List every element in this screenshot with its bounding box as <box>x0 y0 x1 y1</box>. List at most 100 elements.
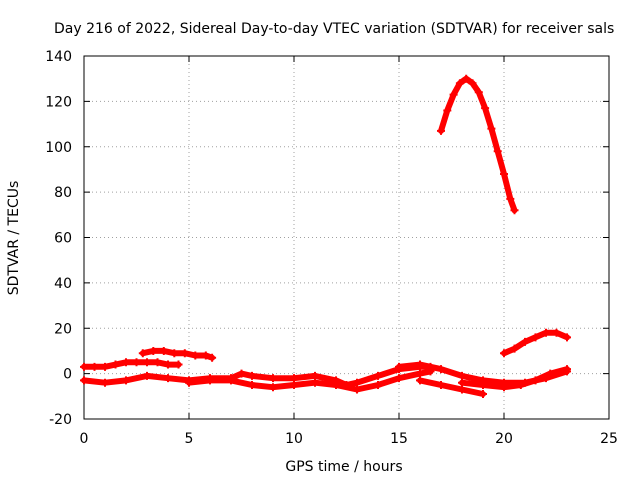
data-point <box>374 380 382 389</box>
y-tick-label: -20 <box>49 412 72 428</box>
data-point <box>143 371 151 380</box>
x-axis-label: GPS time / hours <box>285 459 402 475</box>
series-arc-early-high <box>138 346 217 362</box>
data-point <box>185 378 193 387</box>
data-point <box>143 358 151 367</box>
data-point <box>111 360 120 369</box>
series-line <box>417 377 486 397</box>
data-point <box>208 353 217 362</box>
data-point <box>493 147 502 156</box>
data-point <box>437 380 445 389</box>
series-arc-early-low <box>80 358 183 371</box>
x-tick-label: 0 <box>80 431 89 447</box>
data-point <box>132 358 141 367</box>
y-tick-label: 100 <box>45 140 72 156</box>
y-tick-label: 80 <box>54 185 72 201</box>
data-point <box>122 358 130 367</box>
data-point <box>506 194 515 203</box>
data-point <box>455 79 464 88</box>
x-tick-label: 25 <box>600 431 618 447</box>
data-point <box>479 380 487 389</box>
data-point <box>416 376 424 385</box>
data-point <box>206 376 214 385</box>
data-point <box>122 376 130 385</box>
data-point <box>542 328 550 337</box>
data-point <box>443 106 452 115</box>
x-axis-ticks: 0 5 10 15 20 25 <box>80 56 618 447</box>
data-point <box>269 374 277 383</box>
data-point <box>201 351 210 360</box>
data-point <box>416 360 424 369</box>
data-point <box>500 349 508 358</box>
data-point <box>180 349 189 358</box>
data-point <box>458 378 466 387</box>
data-point <box>395 374 403 383</box>
y-tick-label: 20 <box>54 321 72 337</box>
data-point <box>416 369 424 378</box>
data-point <box>90 362 99 371</box>
data-point <box>468 79 477 88</box>
data-point <box>546 369 555 378</box>
series-arc-rising-peak <box>437 74 519 215</box>
data-point <box>227 376 235 385</box>
data-point <box>80 362 88 371</box>
data-point <box>248 380 256 389</box>
data-point <box>80 376 88 385</box>
data-point <box>149 346 158 355</box>
data-point <box>500 383 508 392</box>
data-point <box>458 371 466 380</box>
x-tick-label: 10 <box>285 431 303 447</box>
data-point <box>552 328 561 337</box>
y-tick-label: 140 <box>45 49 72 65</box>
y-axis-label: SDTVAR / TECUs <box>6 181 22 296</box>
data-point <box>563 333 571 342</box>
data-point <box>290 380 298 389</box>
data-point <box>164 360 172 369</box>
data-point <box>449 90 458 99</box>
chart-title: Day 216 of 2022, Sidereal Day-to-day VTE… <box>54 21 614 37</box>
data-point <box>101 378 109 387</box>
data-point <box>516 380 525 389</box>
data-point <box>479 390 487 399</box>
data-point <box>269 383 277 392</box>
y-tick-label: 120 <box>45 94 72 110</box>
data-point <box>563 365 571 374</box>
series-arc-late-positive <box>500 328 571 358</box>
series-arc-baseline-b <box>185 367 435 394</box>
data-point <box>311 378 319 387</box>
grid <box>84 56 609 419</box>
data-point <box>164 374 172 383</box>
data-point <box>462 74 471 83</box>
x-tick-label: 15 <box>390 431 408 447</box>
series-line <box>81 359 182 370</box>
y-tick-label: 60 <box>54 231 72 247</box>
data-point <box>437 126 445 135</box>
data-point <box>510 344 519 353</box>
data-point <box>353 385 361 394</box>
series-arc-dip <box>416 376 487 399</box>
x-tick-label: 5 <box>185 431 194 447</box>
data-point <box>248 371 256 380</box>
data-point <box>510 206 519 215</box>
data-point <box>311 371 319 380</box>
data-point <box>159 346 168 355</box>
data-point <box>170 349 179 358</box>
data-point <box>237 369 246 378</box>
y-axis-ticks: -20 0 20 40 60 80 100 120 140 <box>45 49 609 428</box>
data-point <box>531 376 540 385</box>
data-point <box>353 378 361 387</box>
data-point <box>458 385 466 394</box>
data-point <box>481 104 490 113</box>
data-point <box>531 333 540 342</box>
data-point <box>487 124 496 133</box>
data-point <box>395 362 403 371</box>
data-point <box>101 362 109 371</box>
data-point <box>521 337 529 346</box>
y-tick-label: 0 <box>63 367 72 383</box>
series-line <box>438 75 518 214</box>
data-point <box>138 349 147 358</box>
data-point <box>374 371 382 380</box>
y-tick-label: 40 <box>54 276 72 292</box>
